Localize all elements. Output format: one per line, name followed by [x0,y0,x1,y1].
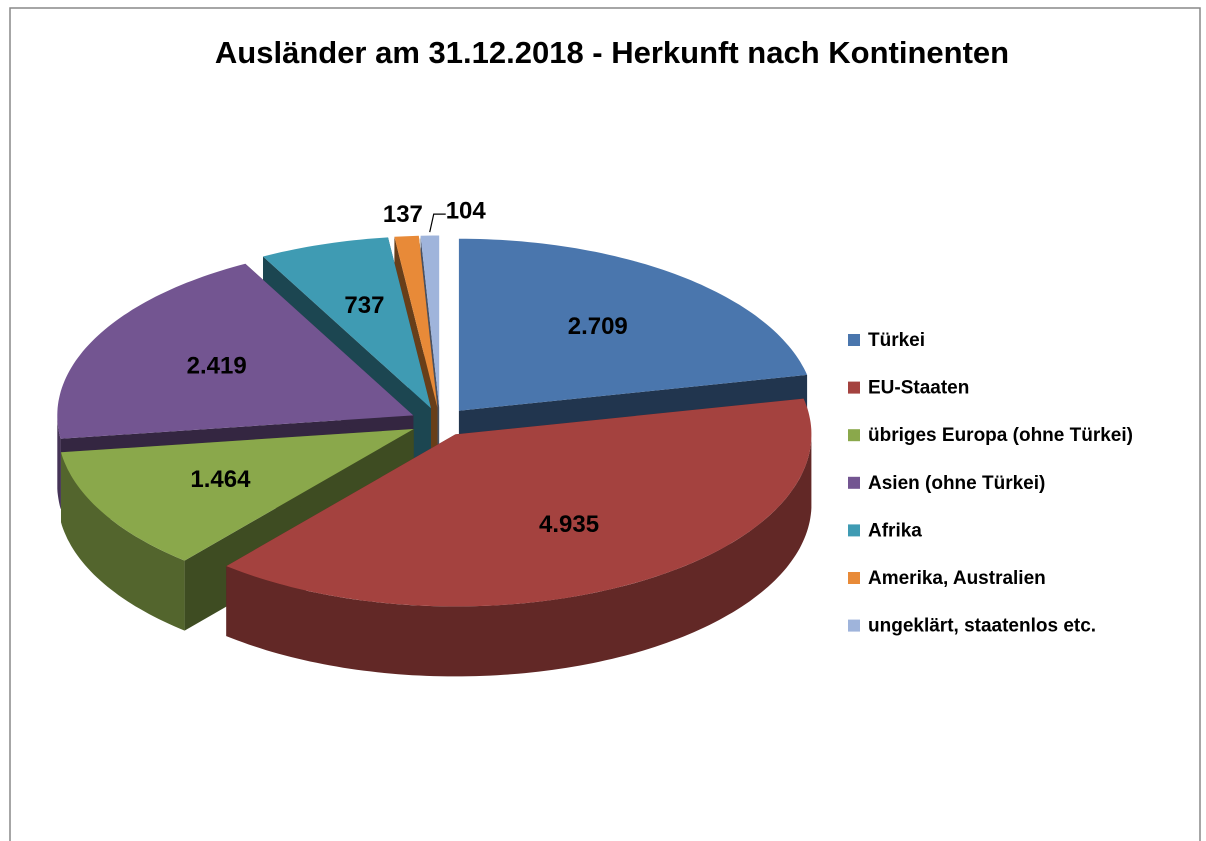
slice-top [57,263,414,439]
legend-swatch [848,524,860,537]
legend-swatch [848,572,860,584]
slice-top [458,238,808,411]
legend-swatch [848,334,860,346]
legend-label: übriges Europa (ohne Türkei) [868,425,1133,446]
leader-line [429,213,446,233]
pie-slice [226,398,812,677]
legend-label: Afrika [868,520,922,541]
slice-top [394,235,438,408]
legend-swatch [848,429,860,442]
slice-top [226,398,812,607]
legend-label: EU-Staaten [868,378,969,399]
legend-label: Amerika, Australien [868,568,1046,589]
slice-side [61,452,185,631]
slice-top [420,235,440,408]
slice-top [61,429,414,561]
legend-label: Asien (ohne Türkei) [868,473,1045,494]
legend-label: Türkei [868,330,925,351]
data-label: 4.935 [539,511,599,538]
data-label: 2.419 [187,352,247,379]
slice-side [57,415,61,509]
legend-label: ungeklärt, staatenlos etc. [868,616,1096,637]
data-label: 2.709 [568,313,628,340]
chart-title: Ausländer am 31.12.2018 - Herkunft nach … [215,35,1009,70]
data-label: 137 [383,201,423,228]
slice-side [226,434,812,677]
legend-swatch [848,381,860,394]
legend-swatch [848,476,860,489]
legend-swatch [848,619,860,632]
slice-top [263,237,431,409]
data-label: 104 [446,197,487,224]
data-label: 737 [344,292,384,319]
data-label: 1.464 [190,466,251,493]
